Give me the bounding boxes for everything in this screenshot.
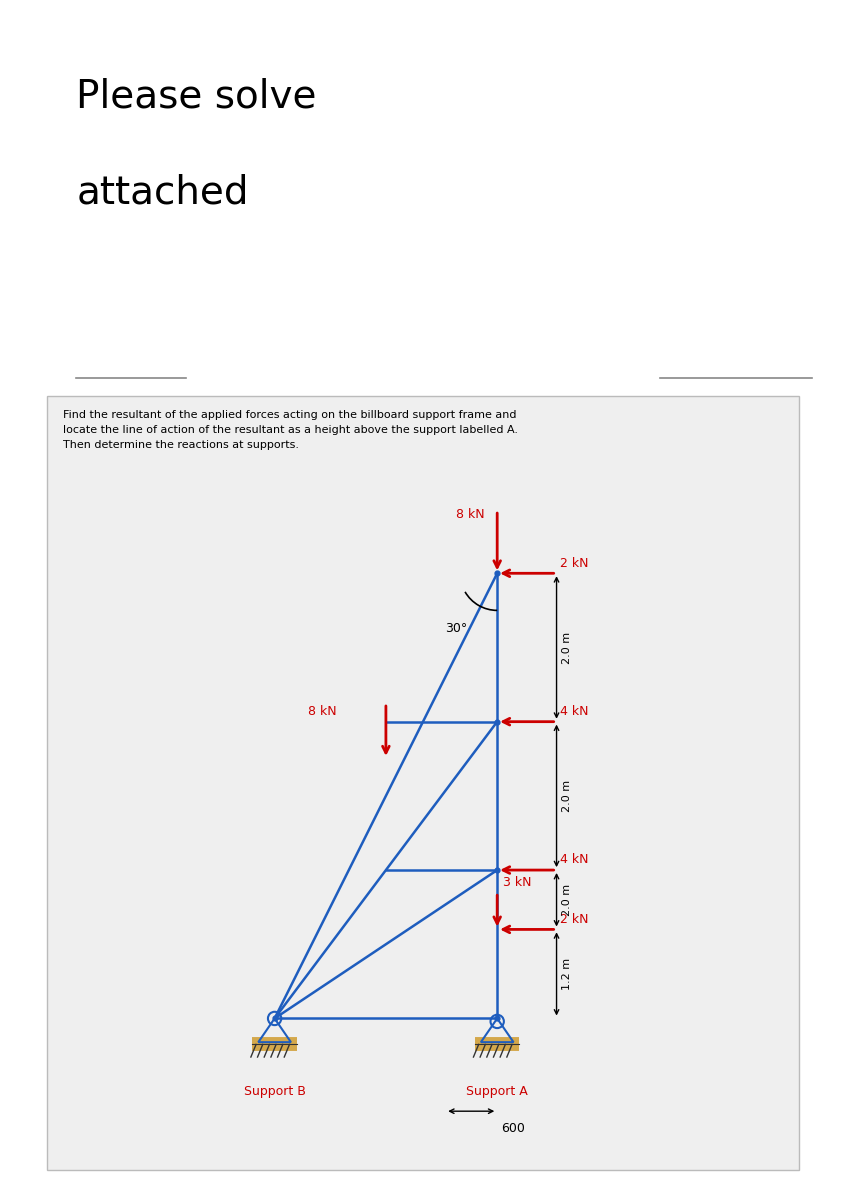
Text: 600: 600 [501, 1122, 525, 1135]
Text: 30°: 30° [445, 622, 468, 635]
Text: 8 kN: 8 kN [456, 508, 485, 521]
Text: attached: attached [76, 174, 249, 212]
Text: Find the resultant of the applied forces acting on the billboard support frame a: Find the resultant of the applied forces… [63, 410, 519, 450]
Text: 2.0 m: 2.0 m [563, 780, 573, 812]
Text: 2.0 m: 2.0 m [563, 883, 573, 916]
Text: 2 kN: 2 kN [560, 913, 589, 925]
Text: Support A: Support A [466, 1085, 528, 1098]
Text: 1.2 m: 1.2 m [563, 958, 573, 990]
Text: Support B: Support B [244, 1085, 305, 1098]
Text: 4 kN: 4 kN [560, 853, 589, 866]
FancyBboxPatch shape [47, 396, 799, 1170]
Text: 3 kN: 3 kN [503, 876, 531, 889]
Text: 2 kN: 2 kN [560, 557, 589, 570]
Text: 4 kN: 4 kN [560, 704, 589, 718]
Text: 2.0 m: 2.0 m [563, 631, 573, 664]
Text: 8 kN: 8 kN [308, 706, 337, 719]
Text: Please solve: Please solve [76, 78, 316, 116]
